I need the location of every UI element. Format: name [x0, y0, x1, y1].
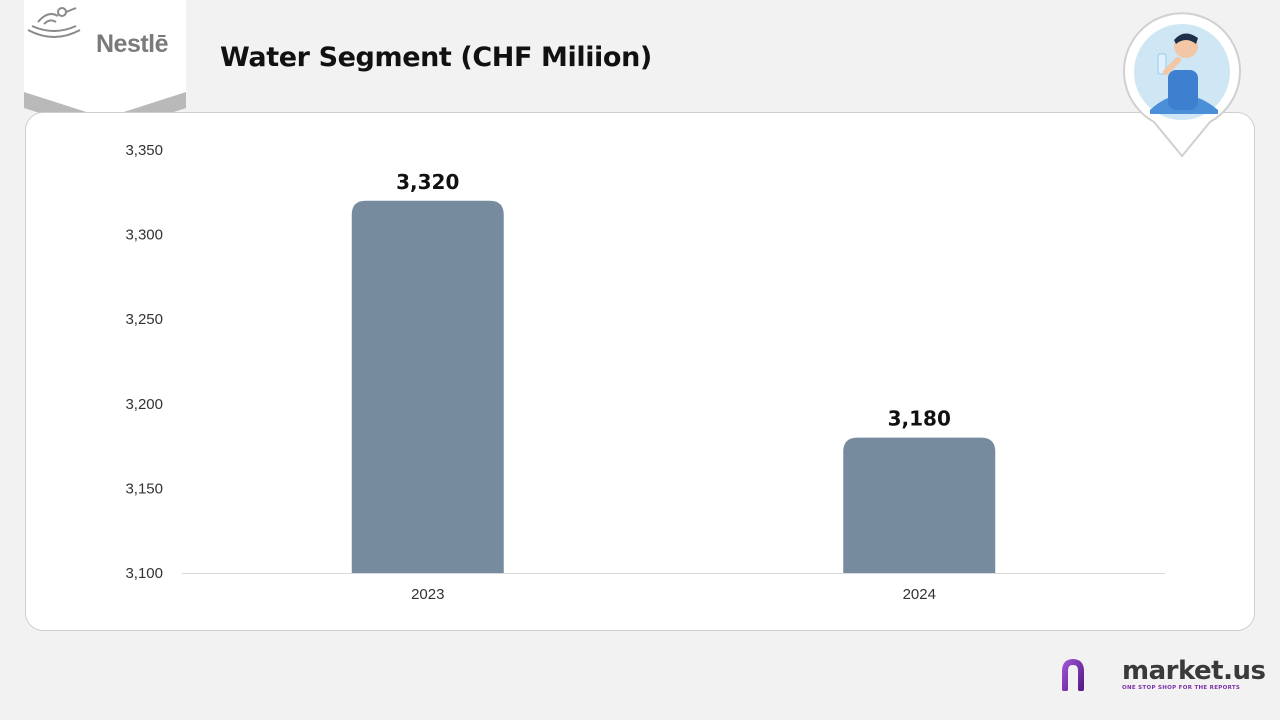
y-tick-label: 3,300 — [125, 227, 163, 244]
y-tick-label: 3,100 — [125, 565, 163, 582]
y-tick-label: 3,250 — [125, 311, 163, 328]
data-label: 3,320 — [396, 170, 459, 194]
bar-2023 — [351, 200, 504, 573]
nestle-logo: Nestlē — [96, 30, 169, 58]
market-us-icon — [1062, 659, 1108, 691]
nest-icon — [27, 7, 81, 38]
x-tick-label: 2023 — [411, 586, 444, 603]
data-label: 3,180 — [888, 407, 951, 431]
chart-card — [25, 112, 1255, 631]
bar-2024 — [843, 437, 996, 573]
brand-tagline: ONE STOP SHOP FOR THE REPORTS — [1122, 685, 1241, 691]
chart-title: Water Segment (CHF Miliion) — [220, 42, 652, 73]
x-tick-label: 2024 — [903, 586, 936, 603]
logo-tab: Nestlē — [24, 0, 186, 134]
brand-name: market.us — [1122, 656, 1266, 686]
y-tick-label: 3,350 — [125, 142, 163, 159]
y-tick-label: 3,150 — [125, 480, 163, 497]
brand-logo: market.us ONE STOP SHOP FOR THE REPORTS — [1062, 656, 1266, 696]
y-tick-label: 3,200 — [125, 396, 163, 413]
person-drinking-water-icon — [1123, 12, 1241, 158]
